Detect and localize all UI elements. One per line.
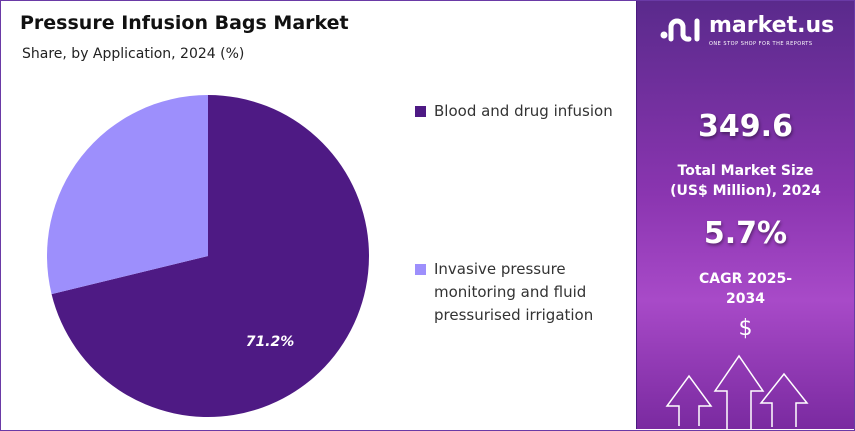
dollar-icon: $ <box>738 316 753 341</box>
market-size-value: 349.6 <box>698 109 793 144</box>
brand-name: market.us <box>709 13 835 38</box>
growth-arrows-icon <box>665 354 809 429</box>
legend-item-blood: Blood and drug infusion <box>415 100 625 123</box>
pie-chart: 71.2% <box>47 95 369 417</box>
chart-subtitle: Share, by Application, 2024 (%) <box>22 46 245 62</box>
legend-label: Blood and drug infusion <box>434 102 613 120</box>
data-label: 71.2% <box>246 334 295 350</box>
cagr-label: CAGR 2025-2034 <box>698 271 793 307</box>
legend-label: Invasive pressure monitoring and fluid p… <box>434 260 594 324</box>
cagr-value: 5.7% <box>703 216 788 251</box>
chart-title: Pressure Infusion Bags Market <box>20 12 349 34</box>
market-size-label: Total Market Size (US$ Million), 2024 <box>670 163 821 199</box>
pie-slice <box>51 95 369 417</box>
legend-swatch <box>415 106 426 117</box>
legend-item-invasive: Invasive pressure monitoring and fluid p… <box>415 258 625 327</box>
pie-slice <box>47 95 208 295</box>
market-us-logo-icon <box>660 18 700 42</box>
legend-swatch <box>415 264 426 275</box>
brand-tagline: ONE STOP SHOP FOR THE REPORTS <box>709 41 813 47</box>
summary-panel: market.us ONE STOP SHOP FOR THE REPORTS … <box>636 1 854 429</box>
